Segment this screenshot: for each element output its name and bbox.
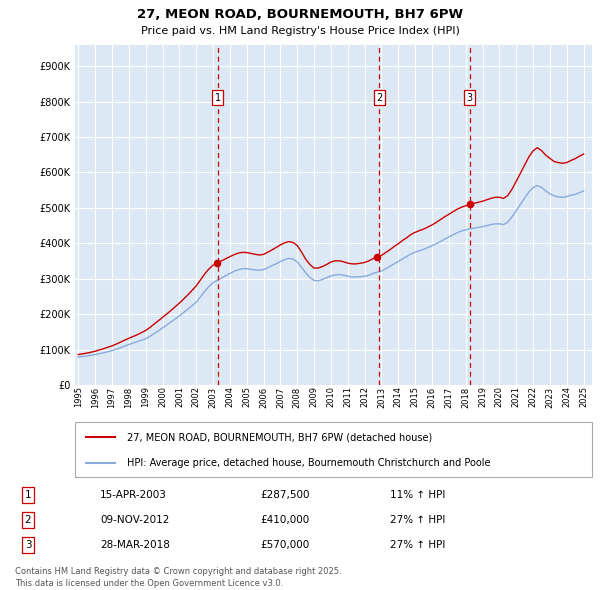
Text: 15-APR-2003: 15-APR-2003 [100, 490, 167, 500]
Text: 1: 1 [215, 93, 221, 103]
Text: 27, MEON ROAD, BOURNEMOUTH, BH7 6PW (detached house): 27, MEON ROAD, BOURNEMOUTH, BH7 6PW (det… [127, 432, 432, 442]
Text: 27% ↑ HPI: 27% ↑ HPI [390, 515, 445, 525]
Text: 11% ↑ HPI: 11% ↑ HPI [390, 490, 445, 500]
Text: 3: 3 [25, 540, 31, 550]
Text: Contains HM Land Registry data © Crown copyright and database right 2025.
This d: Contains HM Land Registry data © Crown c… [15, 567, 341, 588]
Text: 1: 1 [25, 490, 31, 500]
Text: £570,000: £570,000 [260, 540, 309, 550]
Text: 28-MAR-2018: 28-MAR-2018 [100, 540, 170, 550]
Text: Price paid vs. HM Land Registry's House Price Index (HPI): Price paid vs. HM Land Registry's House … [140, 26, 460, 36]
Text: £287,500: £287,500 [260, 490, 310, 500]
Text: 27% ↑ HPI: 27% ↑ HPI [390, 540, 445, 550]
Text: HPI: Average price, detached house, Bournemouth Christchurch and Poole: HPI: Average price, detached house, Bour… [127, 458, 490, 468]
Text: 3: 3 [467, 93, 473, 103]
Text: 09-NOV-2012: 09-NOV-2012 [100, 515, 169, 525]
Text: £410,000: £410,000 [260, 515, 309, 525]
Text: 2: 2 [376, 93, 382, 103]
Text: 27, MEON ROAD, BOURNEMOUTH, BH7 6PW: 27, MEON ROAD, BOURNEMOUTH, BH7 6PW [137, 8, 463, 21]
Text: 2: 2 [25, 515, 31, 525]
